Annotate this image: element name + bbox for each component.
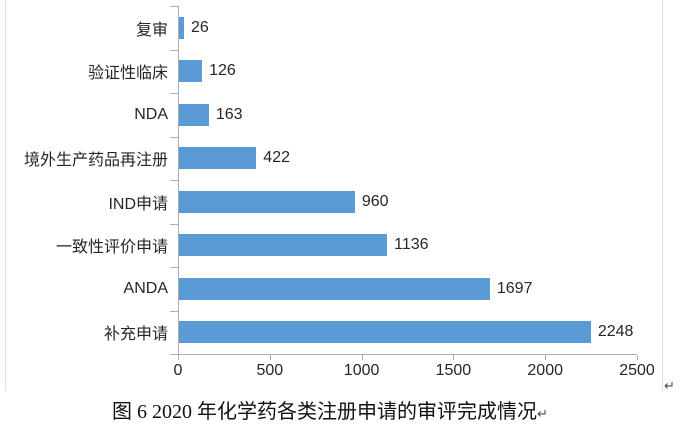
data-label: 960	[361, 192, 389, 210]
data-label: 163	[215, 105, 243, 123]
value-axis-tick	[178, 355, 179, 360]
value-axis-tick-label: 1500	[435, 362, 472, 379]
chart-frame-left-border	[5, 0, 6, 391]
category-tick	[170, 354, 178, 355]
bar-3	[179, 147, 257, 170]
category-label: IND申请	[108, 195, 168, 213]
value-axis-tick	[361, 355, 363, 360]
bar-5	[179, 234, 388, 257]
bar-0	[179, 16, 184, 39]
category-tick	[170, 93, 178, 94]
category-tick	[170, 180, 178, 181]
category-axis-ticks	[170, 6, 178, 355]
category-tick	[170, 136, 178, 138]
data-label: 126	[209, 62, 236, 80]
chart-frame-right-border	[662, 0, 663, 391]
value-axis-tick-label: 0	[173, 362, 183, 379]
category-label: 境外生产药品再注册	[23, 152, 168, 170]
bar-row: 960	[179, 180, 637, 224]
bar-4	[179, 190, 355, 213]
bar-row: 1697	[179, 267, 637, 311]
data-label: 422	[263, 149, 290, 167]
bar-row: 126	[179, 50, 637, 94]
paragraph-mark: ↵	[664, 378, 675, 393]
category-tick	[170, 49, 178, 51]
bar-row: 163	[179, 93, 637, 137]
value-axis-tick-label: 500	[256, 362, 284, 379]
category-axis-labels: 复审验证性临床 NDA 境外生产药品再注册 IND申请一致性评价申请 ANDA 补充申请	[6, 6, 168, 354]
category-tick	[170, 223, 178, 225]
bar-row: 2248	[179, 311, 637, 355]
paragraph-mark: ↵	[537, 406, 548, 421]
category-label: 验证性临床	[87, 65, 168, 83]
bar-1	[179, 60, 203, 83]
category-tick	[170, 6, 178, 7]
bar-row: 26	[179, 6, 637, 50]
value-axis-tick	[637, 355, 638, 360]
bar-6	[179, 277, 490, 300]
category-label: 复审	[135, 21, 168, 39]
data-label: 1697	[496, 279, 533, 297]
data-label: 1136	[394, 236, 429, 254]
bar-7	[179, 321, 591, 344]
value-axis-tick-label: 2500	[619, 362, 655, 379]
value-axis-tick	[453, 355, 455, 360]
value-axis-tick-label: 1000	[343, 362, 380, 379]
data-label: 2248	[597, 323, 634, 341]
value-axis: 0 500 1000 1500 2000 2500	[174, 355, 655, 381]
bar-2	[179, 103, 209, 126]
bar-row: 422	[179, 137, 637, 181]
figure-caption-text: 图 6 2020 年化学药各类注册申请的审评完成情况	[112, 401, 538, 423]
category-label: 补充申请	[103, 326, 168, 344]
bar-row: 1136	[179, 224, 637, 268]
category-label: NDA	[134, 105, 168, 123]
category-label: ANDA	[123, 279, 168, 297]
bar-chart-plot-area: 26 126 163 422 960 1136 1697 2248	[178, 6, 637, 355]
value-axis-tick-label: 2000	[527, 362, 563, 379]
category-tick	[170, 310, 178, 312]
category-tick	[170, 267, 178, 268]
figure-caption: 图 6 2020 年化学药各类注册申请的审评完成情况↵	[0, 395, 660, 424]
category-label: 一致性评价申请	[55, 239, 168, 257]
value-axis-tick	[545, 355, 547, 360]
value-axis-tick	[269, 355, 271, 360]
data-label: 26	[191, 18, 209, 36]
